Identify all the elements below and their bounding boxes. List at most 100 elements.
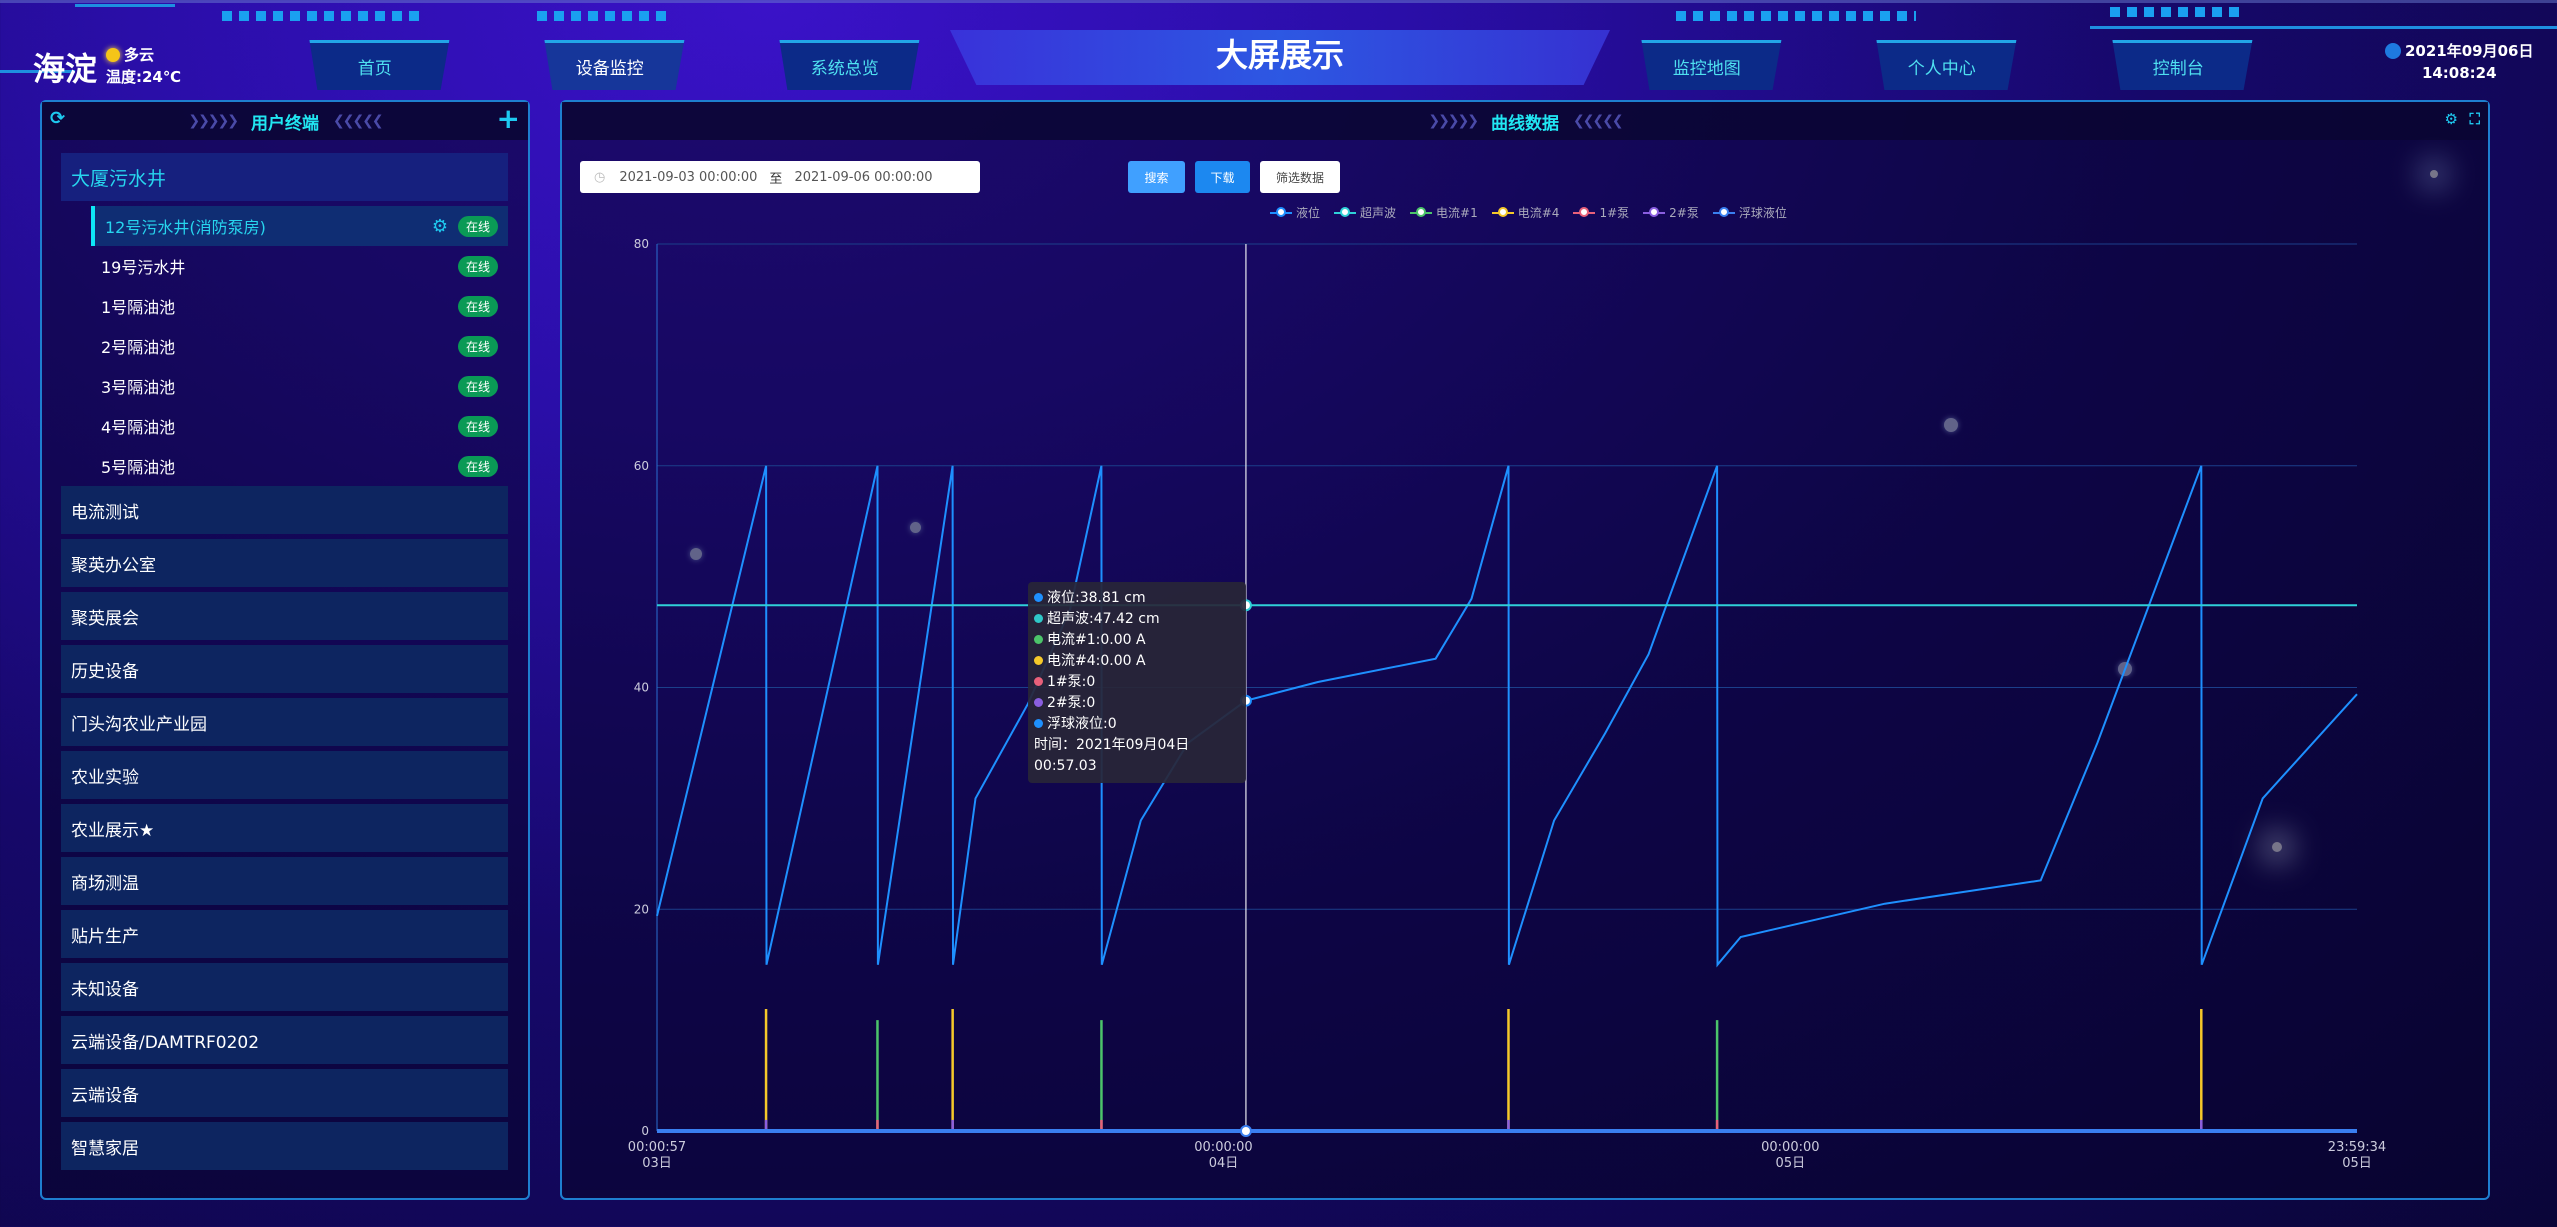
search-button[interactable]: 搜索: [1128, 161, 1185, 193]
group-item[interactable]: 未知设备: [61, 963, 508, 1011]
device-label: 5号隔油池: [101, 458, 176, 477]
series-dot: [1034, 593, 1043, 602]
group-item[interactable]: 聚英展会: [61, 592, 508, 640]
device-label: 1号隔油池: [101, 298, 176, 317]
legend-item[interactable]: 2#泵: [1643, 204, 1699, 221]
legend-item[interactable]: 液位: [1270, 204, 1320, 221]
status-badge: 在线: [457, 335, 498, 357]
x-tick-label: 03日: [642, 1156, 672, 1171]
legend-label: 1#泵: [1599, 206, 1630, 220]
tooltip-time: 时间：2021年09月04日 00:57.03: [1034, 737, 1190, 774]
legend-item[interactable]: 1#泵: [1573, 204, 1629, 221]
panel-header: ❯❯❯❯❯ 曲线数据 ❮❮❮❮❮ ⚙ ⛶: [562, 102, 2488, 140]
date-range-picker[interactable]: ◷ 2021-09-03 00:00:00 至 2021-09-06 00:00…: [580, 161, 980, 193]
group-item[interactable]: 聚英办公室: [61, 539, 508, 587]
group-item[interactable]: 贴片生产: [61, 910, 508, 958]
chevrons-right-icon: ❯❯❯❯❯: [1428, 113, 1479, 129]
tooltip-row: 1#泵:0: [1034, 672, 1240, 693]
weather: 多云 温度:24℃: [106, 44, 181, 88]
group-item[interactable]: 电流测试: [61, 486, 508, 534]
group-item[interactable]: 智慧家居: [61, 1122, 508, 1170]
tooltip-row: 超声波:47.42 cm: [1034, 609, 1240, 630]
y-tick-label: 0: [641, 1124, 649, 1138]
date: 2021年09月06日: [2405, 42, 2534, 60]
series-dot: [1034, 698, 1043, 707]
y-tick-label: 40: [634, 681, 649, 695]
device-label: 12号污水井(消防泵房): [105, 218, 266, 237]
device-item[interactable]: 4号隔油池 在线: [91, 406, 508, 446]
group-item[interactable]: 云端设备/DAMTRF0202: [61, 1016, 508, 1064]
legend-item[interactable]: 电流#4: [1491, 204, 1560, 221]
tooltip-value: 2#泵:0: [1047, 695, 1096, 711]
x-tick-label: 00:00:00: [1194, 1140, 1252, 1155]
group-item[interactable]: 农业实验: [61, 751, 508, 799]
device-item[interactable]: 3号隔油池 在线: [91, 366, 508, 406]
tooltip-value: 液位:38.81 cm: [1047, 590, 1146, 606]
filter-data-button[interactable]: 筛选数据: [1260, 161, 1340, 193]
chevrons-left-icon: ❮❮❮❮❮: [333, 113, 384, 129]
group-item[interactable]: 商场测温: [61, 857, 508, 905]
cloudy-sun-icon: [106, 48, 120, 62]
legend-label: 2#泵: [1669, 206, 1699, 220]
tooltip-value: 电流#4:0.00 A: [1047, 653, 1146, 669]
device-item[interactable]: 1号隔油池 在线: [91, 286, 508, 326]
tooltip-row: 液位:38.81 cm: [1034, 588, 1240, 609]
device-item[interactable]: 2号隔油池 在线: [91, 326, 508, 366]
chevrons-left-icon: ❮❮❮❮❮: [1573, 113, 1624, 129]
series-line: [656, 465, 2358, 968]
page-title: 大屏展示: [1215, 36, 1344, 74]
gear-icon[interactable]: ⚙: [431, 215, 448, 237]
device-label: 19号污水井: [101, 258, 186, 277]
device-label: 4号隔油池: [101, 418, 176, 437]
chart-tooltip: 液位:38.81 cm 超声波:47.42 cm 电流#1:0.00 A 电流#4:0…: [1028, 582, 1246, 783]
refresh-icon[interactable]: ⟳: [50, 108, 66, 129]
legend-marker: [1334, 206, 1357, 217]
city-name: 海淀: [33, 50, 98, 88]
title-band: [950, 30, 1610, 85]
settings-icon[interactable]: ⚙: [2444, 110, 2458, 128]
legend-marker: [1712, 206, 1735, 217]
status-badge: 在线: [457, 255, 498, 277]
y-tick-label: 80: [634, 237, 649, 251]
time: 14:08:24: [2421, 64, 2497, 82]
y-tick-label: 20: [634, 902, 649, 916]
tooltip-value: 超声波:47.42 cm: [1047, 611, 1160, 627]
legend-marker: [1270, 206, 1292, 217]
end-date[interactable]: 2021-09-06 00:00:00: [794, 169, 933, 185]
group-item[interactable]: 门头沟农业产业园: [61, 698, 508, 746]
panel-title: 曲线数据: [1491, 113, 1559, 134]
fullscreen-icon[interactable]: ⛶: [2469, 110, 2480, 128]
group-item[interactable]: 农业展示★: [61, 804, 508, 852]
tooltip-value: 1#泵:0: [1047, 674, 1096, 690]
legend-label: 电流#4: [1517, 206, 1560, 220]
device-item[interactable]: 19号污水井 在线: [91, 246, 508, 286]
download-button[interactable]: 下载: [1195, 161, 1250, 193]
tooltip-value: 浮球液位:0: [1047, 716, 1117, 732]
x-tick-label: 00:00:00: [1761, 1140, 1819, 1155]
tooltip-row: 2#泵:0: [1034, 693, 1240, 714]
start-date[interactable]: 2021-09-03 00:00:00: [619, 169, 758, 185]
legend-item[interactable]: 超声波: [1334, 204, 1396, 221]
device-item[interactable]: 5号隔油池 在线: [91, 446, 508, 486]
group-item[interactable]: 历史设备: [61, 645, 508, 693]
weather-text: 多云: [124, 46, 155, 64]
tooltip-row: 电流#1:0.00 A: [1034, 630, 1240, 651]
series-dot: [1034, 677, 1043, 686]
x-tick-label: 05日: [1776, 1156, 1806, 1171]
legend-label: 液位: [1296, 206, 1321, 220]
chevrons-right-icon: ❯❯❯❯❯: [188, 113, 239, 129]
legend-item[interactable]: 浮球液位: [1712, 204, 1787, 221]
group-dasha-sewer[interactable]: 大厦污水井: [61, 153, 508, 201]
legend-item[interactable]: 电流#1: [1410, 204, 1478, 221]
plus-icon[interactable]: +: [496, 102, 520, 135]
status-badge: 在线: [457, 415, 498, 437]
chart-legend: 液位 超声波 电流#1 电流#4 1#泵 2#泵 浮球液位: [1270, 204, 1787, 221]
legend-marker: [1491, 206, 1514, 217]
status-badge: 在线: [457, 455, 498, 477]
status-badge: 在线: [457, 295, 498, 317]
group-item[interactable]: 云端设备: [61, 1069, 508, 1117]
x-tick-label: 23:59:34: [2328, 1140, 2386, 1155]
series-dot: [1034, 719, 1043, 728]
device-item[interactable]: 12号污水井(消防泵房) ⚙ 在线: [91, 206, 508, 246]
